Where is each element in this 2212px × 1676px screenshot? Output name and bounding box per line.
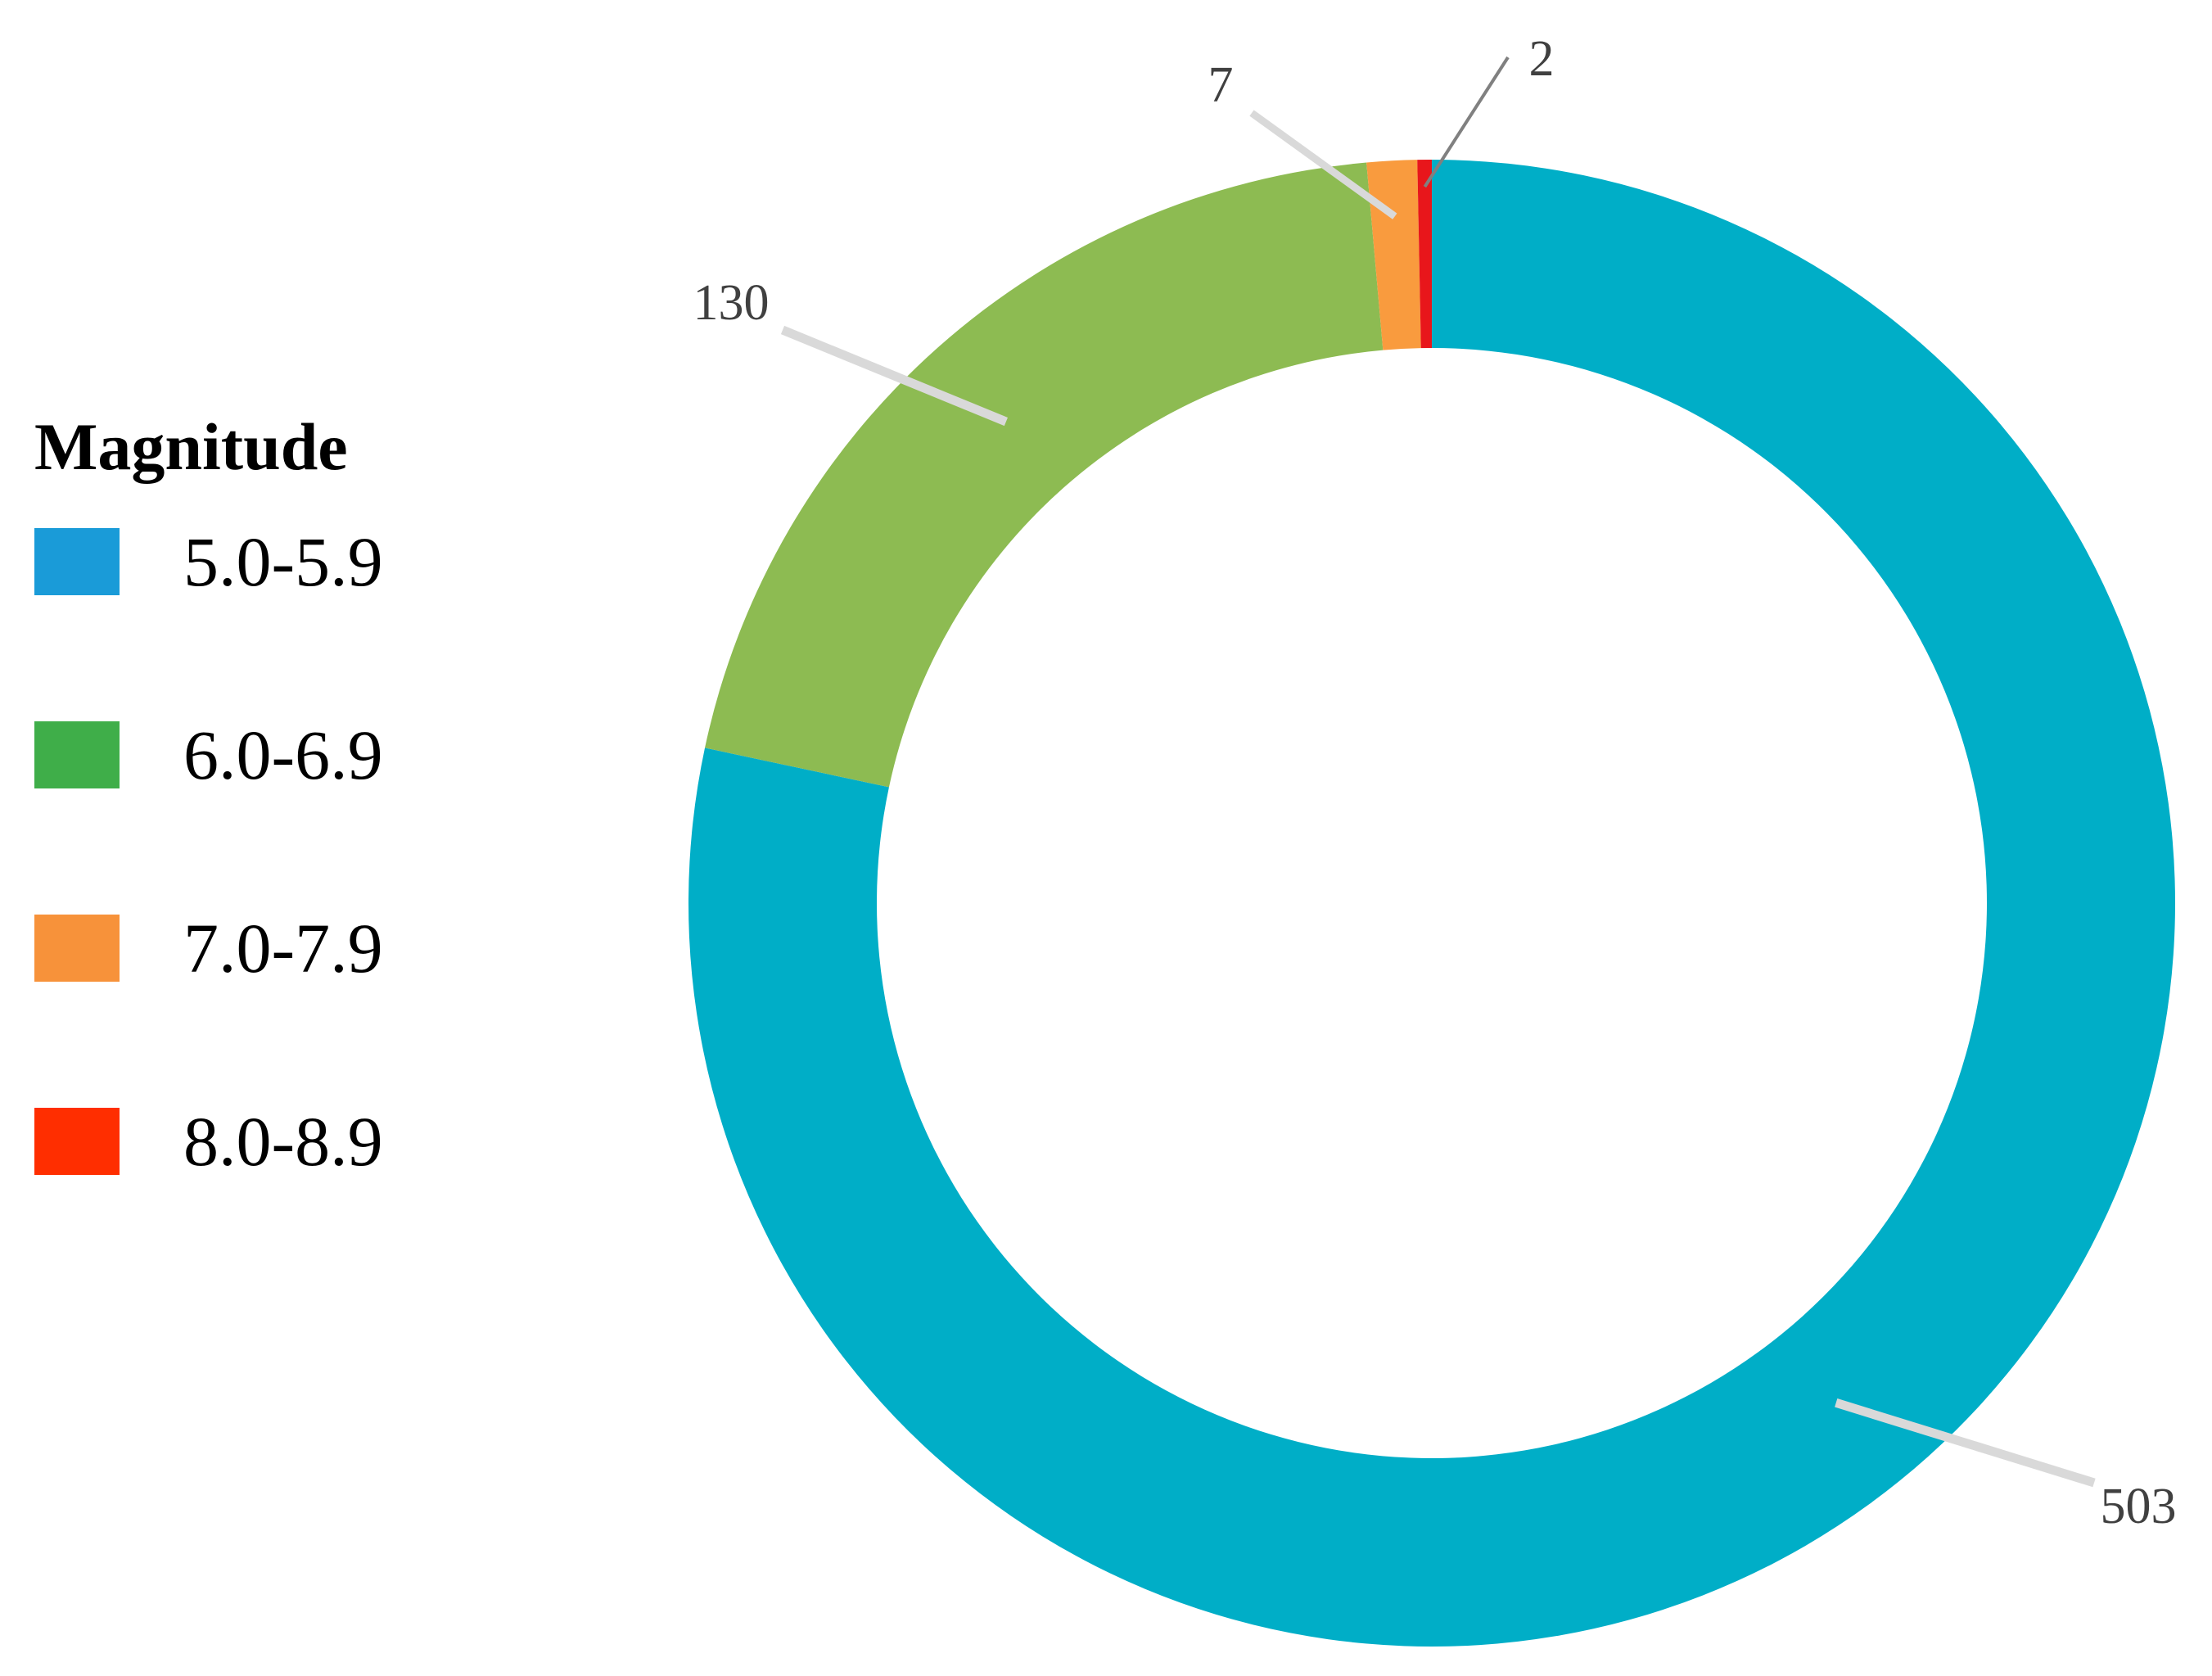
legend-swatch-3 bbox=[34, 1108, 120, 1175]
legend-item-1: 6.0-6.9 bbox=[34, 720, 383, 790]
legend-item-3: 8.0-8.9 bbox=[34, 1106, 383, 1177]
data-labels: 503 130 7 2 bbox=[693, 31, 2177, 1534]
legend-label-3: 8.0-8.9 bbox=[183, 1102, 383, 1181]
leader-line-8.0-8.9 bbox=[1423, 56, 1510, 188]
legend: Magnitude 5.0-5.9 6.0-6.9 7.0-7.9 8.0-8.… bbox=[34, 409, 383, 1301]
donut-slice-6.0-6.9 bbox=[705, 162, 1384, 788]
legend-title: Magnitude bbox=[34, 409, 348, 484]
donut-slice-8.0-8.9 bbox=[1417, 160, 1432, 349]
legend-label-0: 5.0-5.9 bbox=[183, 522, 383, 601]
data-label-8.0-8.9: 2 bbox=[1529, 31, 1555, 87]
legend-swatch-0 bbox=[34, 528, 120, 595]
legend-item-0: 5.0-5.9 bbox=[34, 526, 383, 597]
legend-swatch-2 bbox=[34, 915, 120, 982]
leader-line-6.0-6.9 bbox=[780, 325, 1008, 427]
legend-swatch-1 bbox=[34, 721, 120, 788]
data-label-5.0-5.9: 503 bbox=[2101, 1479, 2177, 1534]
leader-line-7.0-7.9 bbox=[1249, 110, 1397, 219]
legend-item-2: 7.0-7.9 bbox=[34, 913, 383, 983]
legend-label-1: 6.0-6.9 bbox=[183, 716, 383, 794]
leader-line-5.0-5.9 bbox=[1835, 1398, 2096, 1488]
leader-lines bbox=[780, 56, 2096, 1488]
legend-label-2: 7.0-7.9 bbox=[183, 909, 383, 987]
data-label-7.0-7.9: 7 bbox=[1208, 57, 1234, 113]
data-label-6.0-6.9: 130 bbox=[693, 275, 770, 331]
